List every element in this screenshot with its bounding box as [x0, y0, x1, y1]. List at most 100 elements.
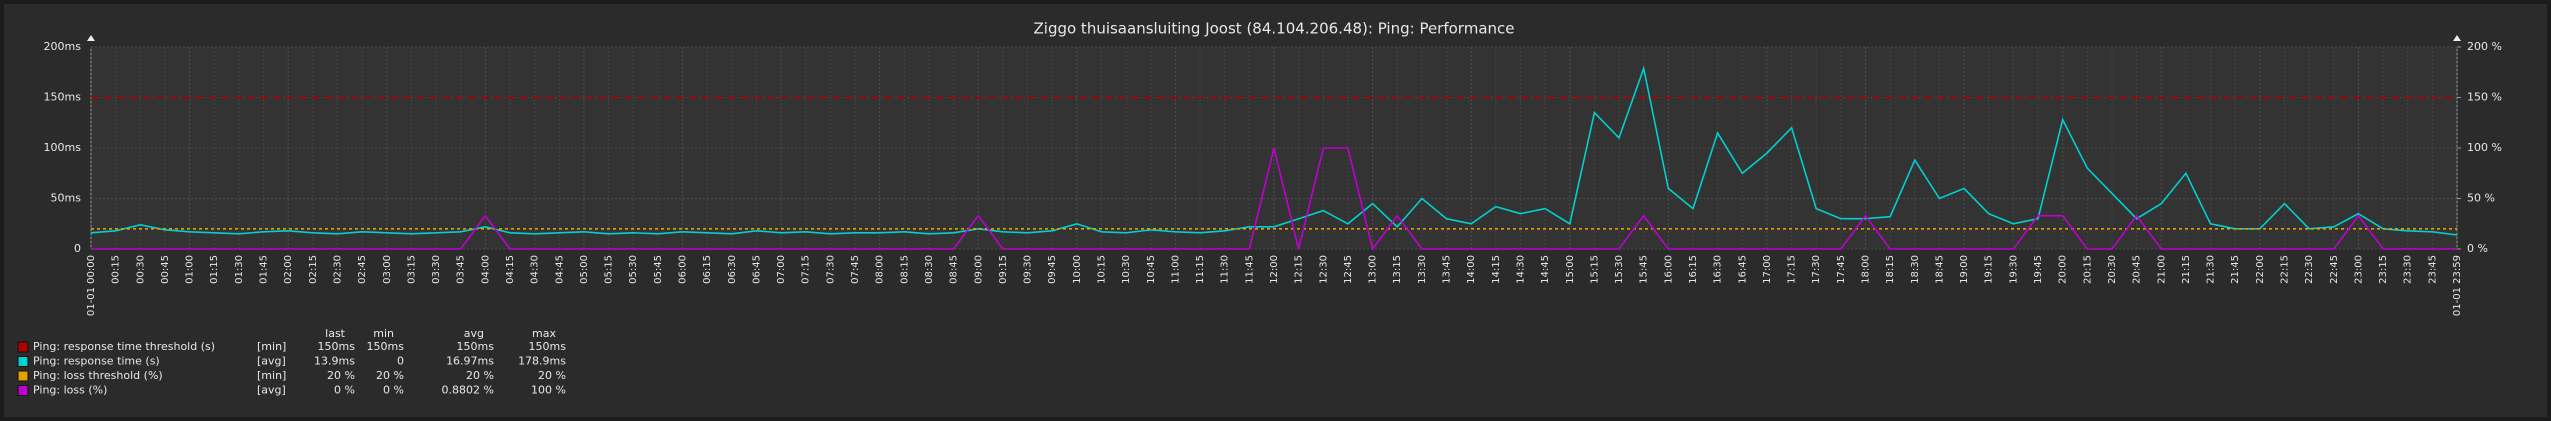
- x-tick-label: 15:45: [1639, 255, 1650, 284]
- legend-stat: 13.9ms: [314, 355, 355, 368]
- legend-name: Ping: loss threshold (%): [33, 369, 163, 382]
- x-tick-label: 09:30: [1023, 255, 1034, 284]
- x-tick-label: 01:45: [259, 255, 270, 284]
- x-tick-label: 21:00: [2156, 255, 2167, 284]
- x-tick-label: 21:15: [2181, 255, 2192, 284]
- x-tick-label: 12:15: [1294, 255, 1305, 284]
- legend-header: min: [373, 327, 394, 340]
- x-tick-label: 10:15: [1096, 255, 1107, 284]
- x-tick-label: 09:15: [998, 255, 1009, 284]
- x-tick-label: 15:15: [1589, 255, 1600, 284]
- x-tick-label: 07:00: [776, 255, 787, 284]
- legend-stat: 0.8802 %: [442, 384, 494, 397]
- y2-tick-label: 0 %: [2467, 242, 2488, 255]
- x-tick-label: 14:45: [1540, 255, 1551, 284]
- x-tick-label: 04:00: [480, 255, 491, 284]
- x-tick-label: 12:00: [1269, 255, 1280, 284]
- x-tick-label: 07:45: [850, 255, 861, 284]
- x-tick-label: 20:45: [2132, 255, 2143, 284]
- x-tick-label: 06:15: [702, 255, 713, 284]
- x-tick-label: 13:00: [1368, 255, 1379, 284]
- y-tick-label: 0: [74, 242, 81, 255]
- y2-tick-label: 150 %: [2467, 91, 2502, 104]
- x-tick-label: 19:15: [1984, 255, 1995, 284]
- x-tick-label: 07:15: [801, 255, 812, 284]
- x-tick-label: 22:30: [2304, 255, 2315, 284]
- x-tick-label: 12:45: [1343, 255, 1354, 284]
- x-tick-label: 23:30: [2403, 255, 2414, 284]
- x-tick-label: 22:45: [2329, 255, 2340, 284]
- y-tick-label: 50ms: [51, 192, 82, 205]
- x-tick-label: 04:30: [530, 255, 541, 284]
- x-tick-label: 16:00: [1663, 255, 1674, 284]
- x-tick-label: 20:30: [2107, 255, 2118, 284]
- y-tick-label: 150ms: [44, 91, 82, 104]
- x-tick-label: 13:45: [1442, 255, 1453, 284]
- x-tick-label: 05:30: [628, 255, 639, 284]
- x-tick-label: 17:15: [1787, 255, 1798, 284]
- x-tick-label: 17:00: [1762, 255, 1773, 284]
- x-tick-label: 07:30: [825, 255, 836, 284]
- x-tick-label: 09:00: [973, 255, 984, 284]
- x-tick-label: 08:00: [875, 255, 886, 284]
- legend-stat: 0: [397, 355, 404, 368]
- x-tick-label: 23:45: [2427, 255, 2438, 284]
- series-line: [91, 147, 2457, 251]
- x-tick-label: 18:45: [1934, 255, 1945, 284]
- x-tick-label: 21:30: [2206, 255, 2217, 284]
- x-tick-label: 01:00: [185, 255, 196, 284]
- x-tick-label: 04:15: [505, 255, 516, 284]
- legend-swatch: [17, 356, 29, 367]
- x-tick-label: 05:45: [653, 255, 664, 284]
- legend-header: last: [325, 327, 346, 340]
- x-tick-label: 06:30: [727, 255, 738, 284]
- x-tick-label: 10:45: [1146, 255, 1157, 284]
- y-tick-label: 100ms: [44, 141, 82, 154]
- legend-header: avg: [464, 327, 484, 340]
- legend-name: Ping: response time threshold (s): [33, 340, 215, 353]
- x-tick-label: 11:30: [1220, 255, 1231, 284]
- x-tick-label: 15:30: [1614, 255, 1625, 284]
- x-tick-label: 13:15: [1392, 255, 1403, 284]
- x-tick-label: 22:00: [2255, 255, 2266, 284]
- x-tick-label: 01:30: [234, 255, 245, 284]
- x-tick-label: 11:00: [1170, 255, 1181, 284]
- x-tick-label: 17:30: [1811, 255, 1822, 284]
- x-tick-label: 19:30: [2008, 255, 2019, 284]
- legend-swatch: [17, 341, 29, 353]
- legend-function: [avg]: [257, 355, 286, 368]
- x-tick-label: 08:45: [949, 255, 960, 284]
- y2-tick-label: 200 %: [2467, 40, 2502, 53]
- x-tick-label: 16:30: [1713, 255, 1724, 284]
- x-tick-label: 03:30: [431, 255, 442, 284]
- legend-stat: 0 %: [334, 384, 355, 397]
- x-tick-label: 20:00: [2058, 255, 2069, 284]
- legend-swatch: [17, 370, 29, 382]
- legend-stat: 150ms: [457, 340, 495, 353]
- x-tick-label: 11:45: [1244, 255, 1255, 284]
- x-tick-label: 00:45: [160, 255, 171, 284]
- x-tick-label: 01:15: [209, 255, 220, 284]
- legend-stat: 20 %: [376, 369, 404, 382]
- legend-function: [avg]: [257, 384, 286, 397]
- x-tick-label: 02:00: [283, 255, 294, 284]
- x-tick-label: 14:30: [1515, 255, 1526, 284]
- x-tick-label: 13:30: [1417, 255, 1428, 284]
- x-tick-label: 21:45: [2230, 255, 2241, 284]
- x-tick-label: 06:00: [678, 255, 689, 284]
- chart-title: Ziggo thuisaansluiting Joost (84.104.206…: [1034, 20, 1515, 38]
- x-tick-label: 18:15: [1885, 255, 1896, 284]
- x-tick-label: 02:15: [308, 255, 319, 284]
- x-tick-label: 09:45: [1047, 255, 1058, 284]
- legend-stat: 178.9ms: [518, 355, 566, 368]
- series-line: [90, 65, 2458, 236]
- legend-stat: 150ms: [318, 340, 356, 353]
- x-tick-label: 03:15: [406, 255, 417, 284]
- legend-stat: 16.97ms: [446, 355, 494, 368]
- x-tick-label: 16:45: [1737, 255, 1748, 284]
- x-tick-label: 02:45: [357, 255, 368, 284]
- x-tick-label: 05:00: [579, 255, 590, 284]
- x-tick-label: 23:15: [2378, 255, 2389, 284]
- x-tick-label: 01-01 23:59: [2452, 255, 2463, 316]
- x-tick-label: 10:00: [1072, 255, 1083, 284]
